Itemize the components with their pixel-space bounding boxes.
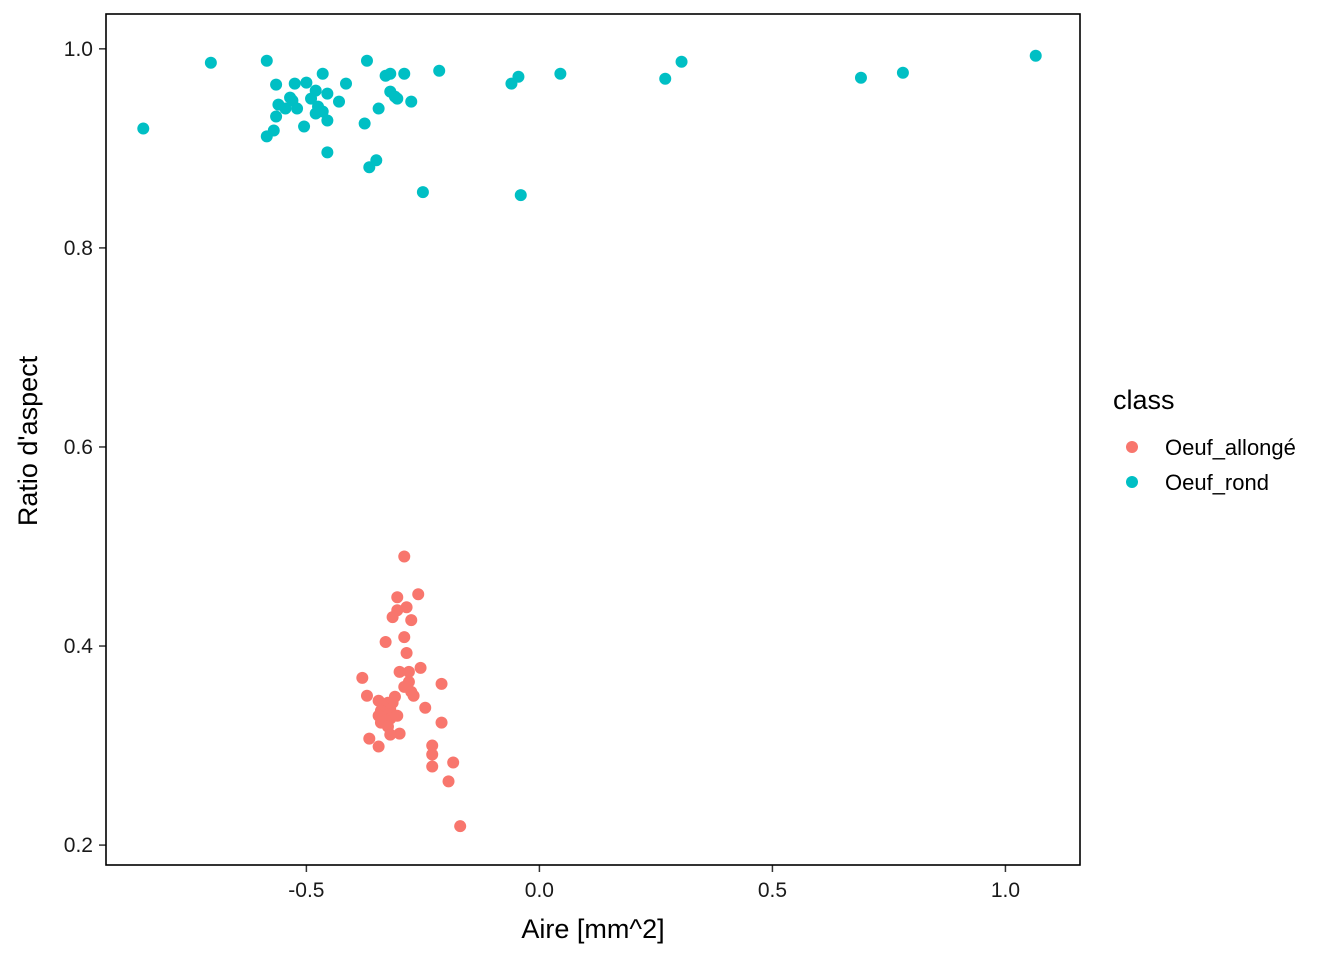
data-point: [305, 92, 318, 105]
legend-label-oeuf-rond: Oeuf_rond: [1165, 470, 1269, 495]
data-point: [321, 146, 334, 159]
data-point: [260, 130, 273, 143]
data-point: [416, 186, 429, 199]
data-point: [260, 54, 273, 67]
data-point: [288, 77, 301, 90]
x-tick-label: 0.5: [758, 879, 787, 902]
data-point: [379, 636, 392, 649]
data-point: [514, 189, 527, 202]
data-point: [391, 92, 404, 105]
data-point: [372, 102, 385, 115]
data-point: [426, 760, 439, 773]
data-point: [298, 120, 311, 133]
data-point: [454, 820, 467, 833]
data-point: [321, 87, 334, 100]
data-point: [412, 588, 425, 601]
data-point: [300, 76, 313, 89]
data-point: [358, 117, 371, 130]
data-point: [414, 661, 427, 674]
y-axis-ticks: 0.2 0.4 0.6 0.8 1.0: [64, 38, 106, 857]
data-point: [391, 591, 404, 604]
x-axis-ticks: -0.5 0.0 0.5 1.0: [288, 865, 1020, 902]
data-point: [360, 54, 373, 67]
data-point: [405, 614, 418, 627]
data-point: [426, 739, 439, 752]
data-point: [363, 732, 376, 745]
data-point: [372, 740, 385, 753]
data-point: [384, 728, 397, 741]
data-point: [356, 671, 369, 684]
data-point: [316, 67, 329, 80]
data-point: [270, 78, 283, 91]
data-point: [393, 665, 406, 678]
data-point: [435, 716, 448, 729]
data-point: [405, 95, 418, 108]
x-tick-label: 1.0: [991, 879, 1020, 902]
data-point: [659, 72, 672, 85]
data-point: [398, 631, 411, 644]
data-point: [291, 102, 304, 115]
data-point: [442, 775, 455, 788]
data-point: [426, 748, 439, 761]
data-point: [363, 161, 376, 174]
legend: class Oeuf_allongé Oeuf_rond: [1113, 385, 1296, 495]
legend-key-oeuf-allonge: [1126, 441, 1138, 453]
plot-panel-border: [105, 13, 1081, 866]
data-point: [204, 56, 217, 69]
y-tick-label: 1.0: [64, 38, 93, 61]
data-point: [896, 66, 909, 79]
data-point: [398, 67, 411, 80]
data-points: [137, 49, 1042, 833]
data-point: [402, 665, 415, 678]
data-point: [675, 55, 688, 68]
data-point: [340, 77, 353, 90]
data-point: [400, 646, 413, 659]
data-point: [270, 110, 283, 123]
data-point: [435, 677, 448, 690]
data-point: [1029, 49, 1042, 62]
data-point: [419, 701, 432, 714]
data-point: [137, 122, 150, 135]
data-point: [279, 102, 292, 115]
legend-title: class: [1113, 385, 1175, 415]
data-point: [398, 550, 411, 563]
data-point: [321, 114, 334, 127]
data-point: [554, 67, 567, 80]
x-axis-title: Aire [mm^2]: [521, 914, 664, 944]
x-tick-label: -0.5: [288, 879, 324, 902]
legend-label-oeuf-allonge: Oeuf_allongé: [1165, 435, 1296, 460]
data-point: [309, 107, 322, 120]
data-point: [854, 71, 867, 84]
y-tick-label: 0.2: [64, 834, 93, 857]
data-point: [360, 689, 373, 702]
data-point: [333, 95, 346, 108]
x-tick-label: 0.0: [525, 879, 554, 902]
y-axis-title: Ratio d'aspect: [13, 355, 43, 526]
y-tick-label: 0.4: [64, 635, 94, 658]
data-point: [400, 601, 413, 614]
y-tick-label: 0.8: [64, 237, 93, 260]
y-tick-label: 0.6: [64, 436, 93, 459]
data-point: [505, 77, 518, 90]
data-point: [407, 689, 420, 702]
data-point: [447, 756, 460, 769]
legend-key-oeuf-rond: [1126, 476, 1138, 488]
data-point: [433, 64, 446, 77]
data-point: [386, 611, 399, 624]
data-point: [379, 69, 392, 82]
data-point: [393, 727, 406, 740]
